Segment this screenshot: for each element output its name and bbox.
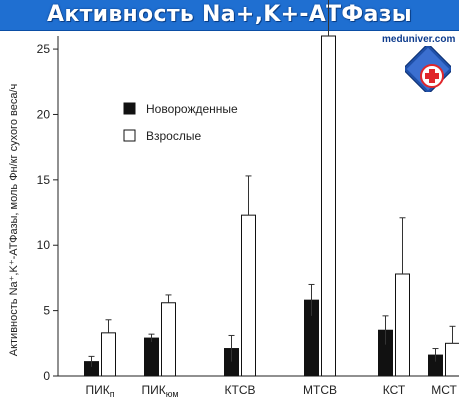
x-category-label: КСТ <box>383 383 406 397</box>
bar-adult <box>445 342 459 377</box>
y-axis-title-group: Активность Na⁺,K⁺-АТФазы, моль Фн/кг сух… <box>8 84 20 357</box>
page-title: Активность Na+,K+-АТФазы <box>47 2 412 27</box>
bar-adult <box>161 302 176 377</box>
title-banner: Активность Na+,K+-АТФазы <box>0 0 459 31</box>
x-category-label: МТСВ <box>303 383 337 397</box>
legend-swatch <box>123 129 136 142</box>
x-category-label: КТСВ <box>225 383 256 397</box>
x-category-label: МСТ <box>431 383 457 397</box>
bar-adult <box>395 273 410 377</box>
bar-adult <box>101 332 116 377</box>
bar-adult <box>241 214 256 377</box>
legend-swatch <box>123 102 136 115</box>
y-axis-title: Активность Na⁺,K⁺-АТФазы, моль Фн/кг сух… <box>8 84 20 357</box>
y-tick-label: 25 <box>37 42 51 56</box>
x-axis-labels: ПИКп ПИКюм КТСВ МТСВ КСТ МСТ <box>85 383 457 399</box>
x-category-label: ПИКюм <box>141 383 178 399</box>
bar-newborn <box>144 337 159 377</box>
chart-bars <box>84 0 459 377</box>
legend-label: Новорожденные <box>146 102 238 116</box>
bar-adult <box>321 35 336 377</box>
y-tick-label: 5 <box>43 304 50 318</box>
y-tick-label: 20 <box>37 107 51 121</box>
legend-label: Взрослые <box>146 129 201 143</box>
chart-legend: Новорожденные Взрослые <box>123 102 238 143</box>
y-tick-label: 10 <box>37 238 51 252</box>
medical-cross-shield-icon <box>405 46 451 92</box>
site-label: meduniver.com <box>382 34 456 45</box>
x-category-label: ПИКп <box>85 383 114 399</box>
y-tick-label: 0 <box>43 369 50 383</box>
y-tick-label: 15 <box>37 173 51 187</box>
